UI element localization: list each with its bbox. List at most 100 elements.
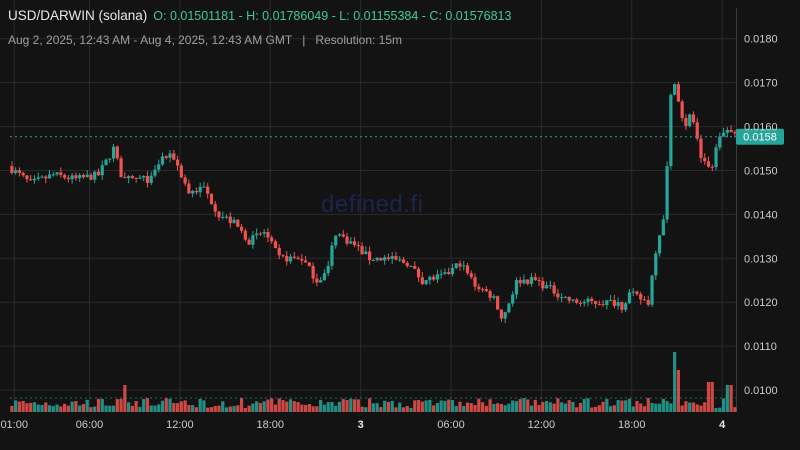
x-tick-label: 18:00 [257, 419, 285, 431]
resolution-label[interactable]: Resolution: 15m [315, 33, 403, 47]
candle-body [522, 279, 526, 284]
x-tick-label: 06:00 [76, 419, 104, 431]
candle-body [398, 259, 402, 261]
volume-bar [571, 401, 575, 412]
candle-body [288, 256, 293, 262]
y-tick-label: 0.0130 [744, 253, 778, 265]
candle-body [334, 235, 338, 246]
candle-body [661, 219, 665, 236]
volume-bar [680, 405, 684, 412]
candle-body [352, 241, 357, 246]
candle-body [179, 165, 183, 178]
candle-body [684, 118, 688, 126]
volume-bar [435, 403, 439, 412]
volume-bar [247, 405, 251, 412]
volume-bar [469, 403, 473, 412]
candle-body [255, 233, 259, 236]
candle-body [654, 253, 658, 276]
volume-bar [142, 399, 146, 412]
volume-bar [684, 401, 688, 412]
volume-bar [10, 405, 14, 412]
volume-bar [44, 402, 48, 412]
volume-bar [669, 403, 673, 412]
candle-body [25, 175, 29, 180]
candle-body [488, 291, 492, 298]
volume-bar [17, 401, 22, 412]
candle-body [138, 177, 142, 179]
volume-bar [526, 399, 530, 412]
candle-body [435, 274, 439, 280]
volume-bar [590, 407, 594, 412]
candle-body [123, 177, 127, 179]
volume-bar [96, 398, 101, 412]
y-tick-label: 0.0180 [744, 34, 778, 46]
y-tick-label: 0.0160 [744, 122, 778, 134]
candle-body [386, 257, 391, 259]
volume-bar [383, 400, 387, 412]
volume-bar [511, 400, 515, 412]
volume-bar [514, 401, 519, 412]
volume-bar [544, 400, 549, 412]
volume-bar [586, 398, 590, 412]
volume-bar [21, 400, 25, 412]
candle-body [40, 176, 44, 178]
candle-body [609, 300, 613, 302]
y-tick-label: 0.0150 [744, 165, 778, 177]
candle-body [360, 246, 364, 255]
candle-body [315, 278, 319, 283]
volume-bar [473, 405, 477, 412]
candle-body [300, 258, 304, 261]
volume-bar [281, 400, 285, 412]
volume-bar [522, 398, 526, 412]
volume-bar [232, 405, 236, 412]
volume-bar [179, 401, 183, 412]
candle-body [119, 158, 123, 178]
volume-bar [443, 400, 447, 412]
volume-bar [695, 404, 699, 412]
candle-body [699, 138, 703, 158]
volume-bars [10, 352, 737, 412]
pair-title: USD/DARWIN (solana) [8, 8, 148, 23]
candle-body [496, 296, 500, 310]
volume-bar [537, 404, 541, 412]
candle-body [631, 291, 635, 293]
candle-body [541, 281, 545, 289]
candle-body [526, 279, 530, 284]
candle-body [21, 172, 25, 176]
candle-body [405, 262, 409, 267]
y-tick-label: 0.0170 [744, 78, 778, 90]
candle-body [597, 303, 601, 305]
ohlc-values: O: 0.01501181 - H: 0.01786049 - L: 0.011… [153, 9, 512, 23]
candle-body [416, 268, 421, 278]
candle-body [247, 239, 251, 245]
candle-body [575, 299, 579, 303]
volume-bar [40, 405, 44, 412]
volume-bar [111, 405, 116, 412]
volume-bar [477, 398, 481, 412]
candle-body [514, 279, 519, 295]
candle-body [601, 304, 605, 306]
candle-body [428, 276, 432, 281]
candle-body [650, 275, 654, 305]
candle-body [341, 234, 345, 237]
volume-bar [349, 398, 353, 412]
candle-body [262, 231, 266, 234]
candle-body [642, 299, 647, 301]
x-tick-label: 12:00 [166, 419, 194, 431]
volume-bar [620, 400, 624, 412]
candle-body [529, 277, 534, 284]
volume-bar [733, 407, 737, 412]
candle-body [191, 191, 195, 194]
volume-bar [450, 400, 455, 412]
volume-bar [108, 405, 112, 412]
volume-bar [300, 404, 304, 412]
volume-bar [409, 407, 413, 412]
candle-body [578, 302, 583, 304]
candle-body [371, 260, 375, 262]
volume-bar [191, 405, 195, 412]
candle-body [127, 176, 131, 179]
volume-bar [100, 398, 104, 412]
x-axis: 01:00 06:00 12:00 18:00 3 06:00 12:00 18:00 4 [0, 419, 726, 431]
candle-body [691, 114, 696, 123]
